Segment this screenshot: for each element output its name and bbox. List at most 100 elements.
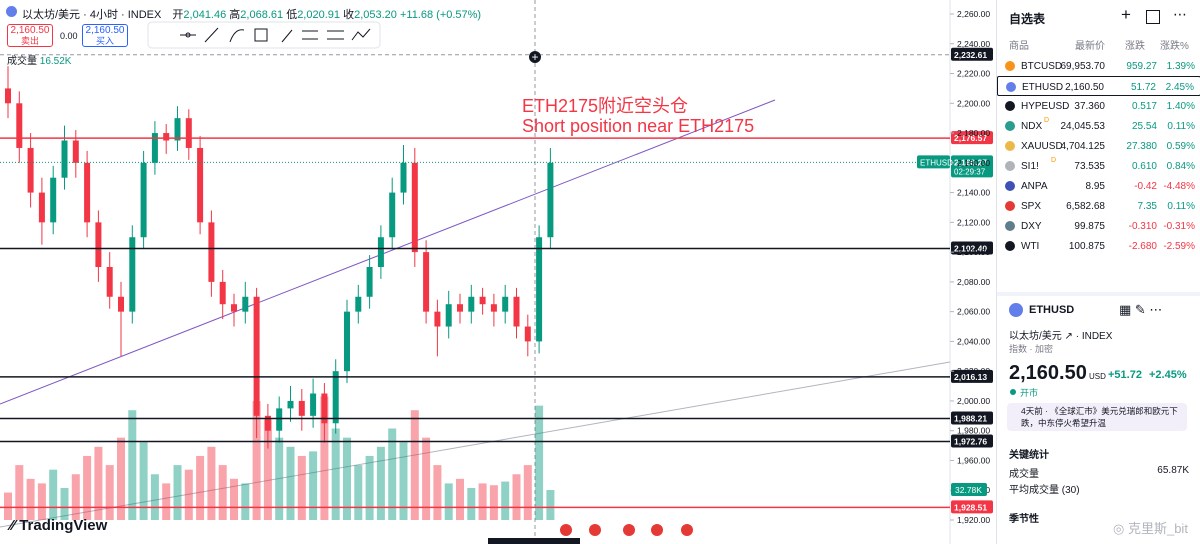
crosshair-add[interactable] <box>529 51 541 63</box>
row-pct: 2.45% <box>1165 82 1194 93</box>
level-label-bg <box>951 47 993 61</box>
trend-line <box>0 361 951 528</box>
volume-bar <box>444 483 453 520</box>
volume-bar <box>230 478 238 520</box>
volume-bar <box>150 474 159 520</box>
candle-body <box>208 222 215 282</box>
candle-body <box>151 133 158 163</box>
row-icon <box>1005 181 1015 191</box>
watchlist-row[interactable]: DXY 99.875 -0.310 -0.31% <box>997 216 1200 236</box>
row-last: 69,953.70 <box>1060 61 1106 72</box>
stats-title: 关键统计 <box>1009 450 1049 461</box>
scrollbar[interactable] <box>488 538 580 544</box>
stat-value: 65.87K <box>1157 465 1189 476</box>
volume-bar <box>37 483 46 520</box>
row-change: 7.35 <box>1137 201 1157 212</box>
column-header: 涨跌% <box>1160 41 1189 52</box>
volume-bar <box>433 465 442 520</box>
change: +11.68 (+0.57%) <box>399 9 482 21</box>
row-last: 2,160.50 <box>1065 82 1104 93</box>
row-change: -0.310 <box>1128 221 1157 232</box>
volume-bar <box>263 419 272 520</box>
candle-body <box>72 140 79 163</box>
row-last: 4,704.125 <box>1060 141 1106 152</box>
volume-bar <box>489 485 498 520</box>
volume-bar <box>399 442 408 520</box>
row-last: 37.360 <box>1074 101 1105 112</box>
more-button[interactable]: ⋯ <box>1173 6 1187 22</box>
status: 开市 <box>1020 388 1039 398</box>
symbol[interactable]: 以太坊/美元 · 4小时 · INDEX <box>22 9 162 21</box>
watchlist-row[interactable]: ANPA 8.95 -0.42 -4.48% <box>997 176 1200 196</box>
row-pct: -2.59% <box>1163 241 1195 252</box>
volume-bar <box>546 490 555 520</box>
watchlist-title[interactable]: 自选表 <box>1009 12 1046 26</box>
buy-price: 2,160.50 <box>85 25 125 36</box>
y-tick-label: 2,000.00 <box>957 396 990 406</box>
candle-body <box>502 296 509 312</box>
watchlist-row[interactable]: SI1! D 73.535 0.610 0.84% <box>997 156 1200 176</box>
volume-legend: 成交量 16.52K <box>7 52 71 67</box>
candle-body <box>276 408 283 431</box>
volume-bar <box>184 469 193 520</box>
row-icon <box>1005 201 1015 211</box>
column-header: 商品 <box>1009 41 1029 52</box>
symbol-tag: ETHUSD <box>920 158 953 167</box>
toolbar <box>147 21 381 49</box>
row-last: 99.875 <box>1074 221 1105 232</box>
volume-bar <box>207 446 216 520</box>
candle-body <box>536 237 543 342</box>
volume-bar <box>512 474 521 520</box>
watchlist-row[interactable]: XAUUSD 4,704.125 27.380 0.59% <box>997 136 1200 156</box>
volume-bar <box>376 446 385 520</box>
candle-body <box>95 222 102 267</box>
volume-bar <box>49 469 58 520</box>
candle-body <box>264 415 271 431</box>
y-tick-label: 2,100.00 <box>957 247 990 257</box>
add-button[interactable]: + <box>1121 5 1131 24</box>
level-label: 2,016.13 <box>954 372 987 382</box>
column-header: 最新价 <box>1075 41 1105 52</box>
volume-title: 成交量 <box>7 56 37 67</box>
volume-bar <box>422 437 431 520</box>
trend-line <box>0 99 776 405</box>
volume-bar <box>467 487 476 520</box>
ohlc-value: 2,020.91 <box>297 9 341 21</box>
watchlist-row[interactable]: ETHUSD 2,160.50 51.72 2.45% <box>997 76 1200 96</box>
watchlist-row[interactable]: BTCUSD 69,953.70 959.27 1.39% <box>997 56 1200 76</box>
detail-name: 以太坊/美元 ↗ · INDEX <box>1009 331 1113 342</box>
price-axis-bg <box>950 0 996 544</box>
volume-label: 32.78K <box>955 485 982 495</box>
sell-button[interactable]: 2,160.50 卖出 <box>7 24 53 47</box>
candle-body <box>197 147 204 223</box>
name: 以太坊/美元 <box>1009 331 1062 342</box>
watchlist-row[interactable]: HYPEUSD 37.360 0.517 1.40% <box>997 96 1200 116</box>
watchlist-row[interactable]: WTI 100.875 -2.680 -2.59% <box>997 236 1200 256</box>
watchlist-row[interactable]: NDX D 24,045.53 25.54 0.11% <box>997 116 1200 136</box>
buy-button[interactable]: 2,160.50 买入 <box>82 24 128 47</box>
y-tick-label: 2,160.00 <box>957 158 990 168</box>
ohlc-value: 2,053.20 <box>354 9 397 21</box>
ohlc-value: 2,041.46 <box>183 9 227 21</box>
candle-body <box>366 267 373 297</box>
annotation: ETH2175附近空头仓 <box>522 96 688 116</box>
y-tick-label: 2,020.00 <box>957 366 990 376</box>
detail-actions[interactable]: ▦ ✎ ⋯ <box>1119 302 1163 317</box>
watchlist-row[interactable]: SPX 6,582.68 7.35 0.11% <box>997 196 1200 216</box>
chart: 2,232.61 2,176.57 2,102.40 2,016.13 1,988.21… <box>0 0 996 544</box>
candle-body <box>344 311 350 372</box>
row-icon <box>1005 101 1015 111</box>
candle-body <box>84 162 91 223</box>
news[interactable]: 4天前 · 《全球汇市》美元兑瑞郎和欧元下跌，中东停火希望升温 <box>1007 403 1187 431</box>
detail-icon <box>1009 303 1023 317</box>
candle-body <box>174 118 181 141</box>
buy-label: 买入 <box>95 36 114 46</box>
currency: USD <box>1089 372 1106 381</box>
row-symbol: HYPEUSD <box>1021 101 1070 112</box>
row-pct: 0.84% <box>1166 161 1195 172</box>
layout-button[interactable] <box>1146 10 1160 24</box>
candle-body <box>411 162 418 253</box>
y-tick-label: 2,240.00 <box>957 39 990 49</box>
candle-body <box>310 393 317 416</box>
